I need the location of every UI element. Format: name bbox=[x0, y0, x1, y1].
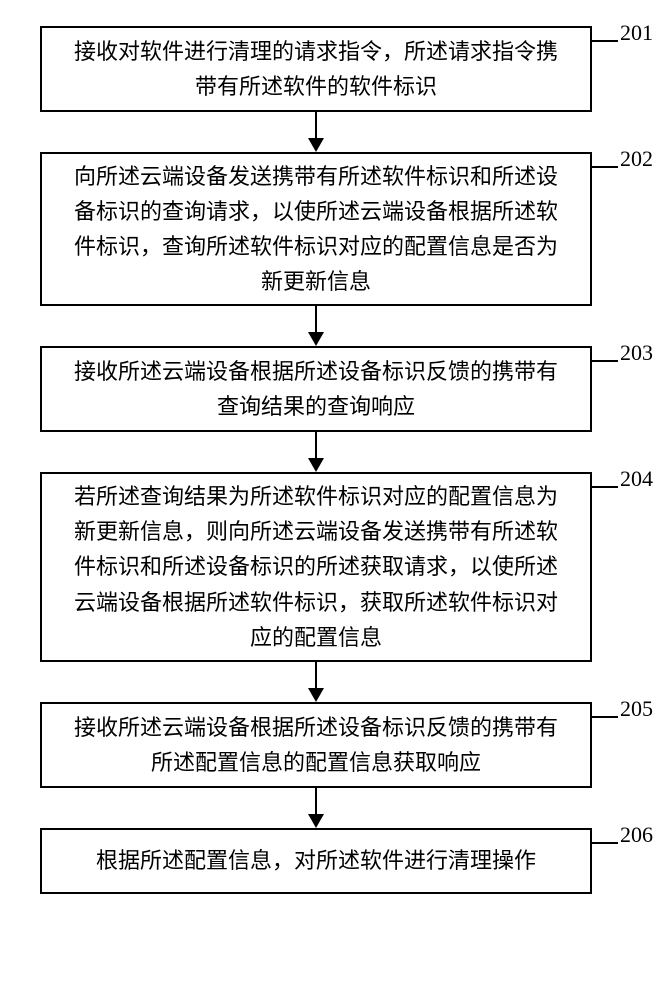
flow-node-202: 向所述云端设备发送携带有所述软件标识和所述设备标识的查询请求，以使所述云端设备根… bbox=[40, 152, 592, 306]
lead-line bbox=[592, 40, 618, 42]
flow-node-205: 接收所述云端设备根据所述设备标识反馈的携带有所述配置信息的配置信息获取响应 bbox=[40, 702, 592, 788]
flow-node-text: 若所述查询结果为所述软件标识对应的配置信息为新更新信息，则向所述云端设备发送携带… bbox=[64, 479, 568, 655]
lead-line bbox=[592, 716, 618, 718]
flow-node-203: 接收所述云端设备根据所述设备标识反馈的携带有查询结果的查询响应 bbox=[40, 346, 592, 432]
flow-node-label-206: 206 bbox=[620, 822, 653, 848]
flow-node-text: 接收所述云端设备根据所述设备标识反馈的携带有所述配置信息的配置信息获取响应 bbox=[64, 710, 568, 780]
flow-node-206: 根据所述配置信息，对所述软件进行清理操作 bbox=[40, 828, 592, 894]
lead-line bbox=[592, 166, 618, 168]
lead-line bbox=[592, 486, 618, 488]
flow-node-text: 根据所述配置信息，对所述软件进行清理操作 bbox=[96, 843, 536, 878]
flow-node-text: 接收所述云端设备根据所述设备标识反馈的携带有查询结果的查询响应 bbox=[64, 354, 568, 424]
lead-line bbox=[592, 842, 618, 844]
flowchart-canvas: 接收对软件进行清理的请求指令，所述请求指令携带有所述软件的软件标识 201 向所述云… bbox=[0, 0, 669, 1000]
flow-node-204: 若所述查询结果为所述软件标识对应的配置信息为新更新信息，则向所述云端设备发送携带… bbox=[40, 472, 592, 662]
flow-node-201: 接收对软件进行清理的请求指令，所述请求指令携带有所述软件的软件标识 bbox=[40, 26, 592, 112]
flow-node-label-204: 204 bbox=[620, 466, 653, 492]
lead-line bbox=[592, 360, 618, 362]
flow-node-label-201: 201 bbox=[620, 20, 653, 46]
flow-node-text: 接收对软件进行清理的请求指令，所述请求指令携带有所述软件的软件标识 bbox=[64, 34, 568, 104]
flow-node-label-203: 203 bbox=[620, 340, 653, 366]
flow-node-text: 向所述云端设备发送携带有所述软件标识和所述设备标识的查询请求，以使所述云端设备根… bbox=[64, 159, 568, 300]
flow-node-label-202: 202 bbox=[620, 146, 653, 172]
flow-node-label-205: 205 bbox=[620, 696, 653, 722]
